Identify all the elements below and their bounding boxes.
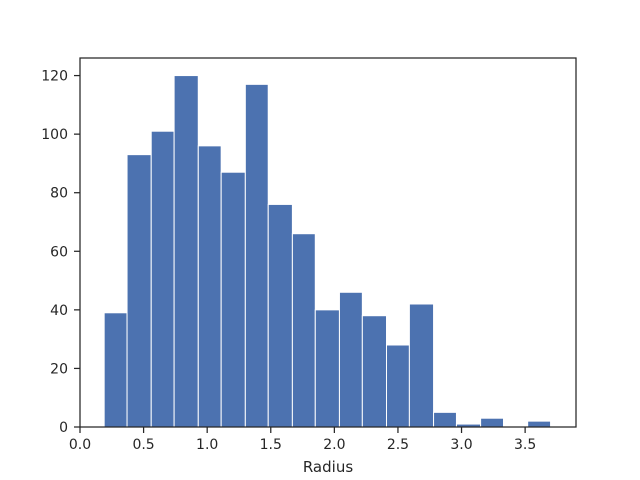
histogram-bar-0 (103, 312, 128, 428)
y-tick-label: 40 (50, 303, 68, 319)
x-tick-label: 1.0 (196, 437, 218, 453)
y-tick-label: 0 (59, 420, 68, 436)
y-tick-label: 120 (41, 69, 68, 85)
x-tick-label: 3.0 (450, 437, 472, 453)
histogram-bar-16 (480, 417, 505, 428)
y-tick-label: 100 (41, 127, 68, 143)
histogram-bar-11 (361, 315, 388, 428)
plot-frame (79, 57, 577, 428)
histogram-bar-1 (126, 154, 152, 428)
histogram-bar-6 (244, 83, 269, 428)
x-tick-label: 2.0 (323, 437, 345, 453)
histogram-bar-8 (291, 233, 316, 428)
histogram-bars (103, 75, 552, 428)
histogram-bar-14 (433, 411, 457, 428)
histogram-bar-12 (386, 344, 410, 428)
x-axis-label: Radius (303, 458, 353, 476)
histogram-bar-13 (408, 303, 435, 428)
x-axis-ticks: 0.0 0.5 1.0 1.5 2.0 2.5 3.0 3.5 (69, 427, 536, 453)
histogram-bar-2 (150, 130, 175, 428)
histogram-bar-9 (314, 309, 340, 428)
y-tick-label: 60 (50, 244, 68, 260)
x-tick-label: 0.0 (69, 437, 91, 453)
x-tick-label: 1.5 (260, 437, 282, 453)
y-axis-ticks: 0 20 40 60 80 100 120 (41, 69, 80, 436)
histogram-bar-4 (197, 145, 222, 428)
x-tick-label: 0.5 (132, 437, 154, 453)
histogram-bar-7 (267, 203, 293, 428)
histogram-bar-10 (338, 291, 363, 428)
y-tick-label: 20 (50, 361, 68, 377)
histogram-bar-18 (527, 420, 552, 428)
histogram-bar-5 (220, 171, 246, 428)
x-tick-label: 3.5 (514, 437, 536, 453)
x-tick-label: 2.5 (387, 437, 409, 453)
y-tick-label: 80 (50, 186, 68, 202)
histogram-bar-3 (173, 75, 199, 428)
